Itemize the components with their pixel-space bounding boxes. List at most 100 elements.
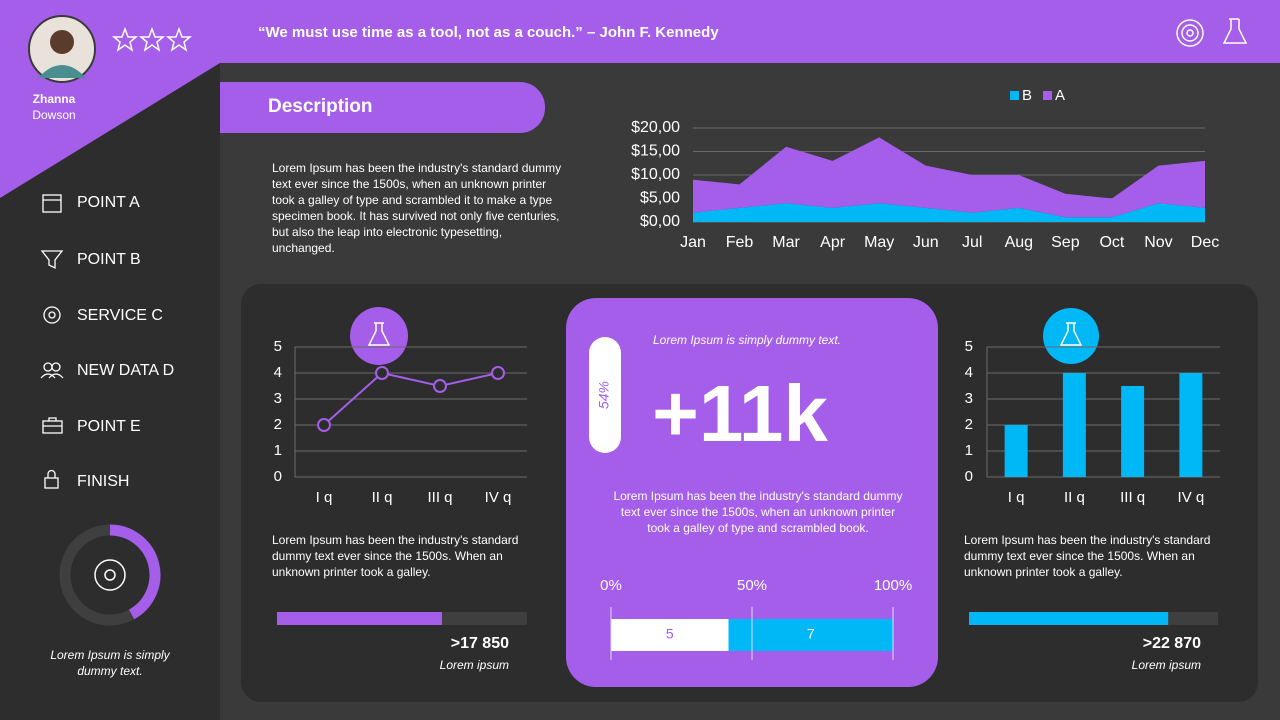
x-tick-label: Oct [1099,234,1124,251]
menu-item: SERVICE C [77,307,163,324]
description-tab-edge [220,82,260,133]
menu-item: POINT A [77,194,140,211]
legend-label: A [1055,87,1065,104]
point [375,366,389,380]
y-tick-label: 0 [965,468,973,485]
avatar-body [38,65,86,78]
x-tick-label: IV q [485,489,512,506]
y-tick-label: 4 [965,364,973,381]
x-tick-label: I q [1008,489,1025,506]
legend-swatch [1010,91,1019,100]
y-tick-label: 1 [274,442,282,459]
y-tick-label: $5,00 [640,190,680,207]
y-tick-label: $0,00 [640,213,680,230]
y-tick-label: 3 [965,390,973,407]
x-tick-label: Aug [1005,234,1033,251]
gauge-icon [94,559,126,591]
legend-swatch [1043,91,1052,100]
y-tick-label: $20,00 [631,119,680,136]
x-tick-label: Feb [726,234,754,251]
x-tick-label: Nov [1144,234,1172,251]
x-tick-label: III q [1120,489,1145,506]
x-tick-label: 100% [874,577,912,594]
y-tick-label: 2 [274,416,282,433]
bar-segment [611,619,729,651]
headline: +11k [652,369,828,458]
x-tick-label: III q [427,489,452,506]
y-tick-label: 5 [274,338,282,355]
left-figure-caption: Lorem ipsum [439,658,509,672]
x-tick-label: 50% [737,577,767,594]
left-card-text: Lorem Ipsum has been the industry's stan… [272,533,519,579]
y-tick-label: $10,00 [631,166,680,183]
center-caption: Lorem Ipsum is simply dummy text. [653,333,841,347]
quote: “We must use time as a tool, not as a co… [258,24,719,41]
legend-label: B [1022,87,1032,104]
y-tick-label: $15,00 [631,143,680,160]
value-label: 7 [807,626,815,642]
center-text: Lorem Ipsum has been the industry's stan… [613,489,903,535]
x-tick-label: II q [372,489,393,506]
avatar-head [50,30,74,54]
x-tick-label: II q [1064,489,1085,506]
x-tick-label: Sep [1051,234,1080,251]
x-tick-label: Jan [680,234,706,251]
header-icons [1176,18,1248,47]
point [491,366,505,380]
bar [1062,373,1086,477]
bar [1004,425,1028,477]
pill [589,337,621,453]
sidebar-caption: Lorem Ipsum is simply dummy text. [50,648,170,678]
y-tick-label: 4 [274,364,282,381]
area [693,137,1205,218]
menu-item: POINT B [77,251,141,268]
x-tick-label: Apr [820,234,846,251]
gauge-arc [109,524,161,620]
right-figure-caption: Lorem ipsum [1131,658,1201,672]
gauge-icon [104,569,116,581]
x-tick-label: Jun [913,234,939,251]
y-tick-label: 1 [965,442,973,459]
line [323,371,499,426]
pill-label: 54% [596,381,612,409]
x-tick-label: May [864,234,894,251]
menu-item: FINISH [77,473,129,490]
y-tick-label: 2 [965,416,973,433]
x-tick-label: I q [316,489,333,506]
point [317,418,331,432]
description-title: Description [268,96,373,117]
bar-segment [728,619,893,651]
x-tick-label: Jul [962,234,982,251]
menu-item: NEW DATA D [77,362,174,379]
center-card [566,298,938,687]
right-figure: >22 870 [1142,635,1201,652]
left-figure: >17 850 [450,635,509,652]
menu-item: POINT E [77,418,141,435]
y-tick-label: 3 [274,390,282,407]
icon-badge [350,307,408,365]
y-tick-label: 0 [274,468,282,485]
description-tab [220,82,545,133]
bar [1179,373,1203,477]
stars [111,26,193,52]
description-text: Lorem Ipsum has been the industry's stan… [272,161,562,255]
x-tick-label: IV q [1178,489,1205,506]
x-tick-label: 0% [600,577,622,594]
x-tick-label: Dec [1191,234,1219,251]
menu-icons [40,194,64,489]
point [433,379,447,393]
x-tick-label: Mar [772,234,800,251]
y-tick-label: 5 [965,338,973,355]
value-label: 5 [666,626,674,642]
progress-bar [969,612,1169,625]
right-card-text: Lorem Ipsum has been the industry's stan… [964,533,1211,579]
progress-bar [277,612,442,625]
bar [1121,386,1145,477]
icon-badge [1043,308,1099,364]
profile-last-name: Dowson [32,108,75,122]
flask-icons [367,322,1083,346]
profile-first-name: Zhanna [33,92,76,106]
header-bar [220,0,1280,63]
